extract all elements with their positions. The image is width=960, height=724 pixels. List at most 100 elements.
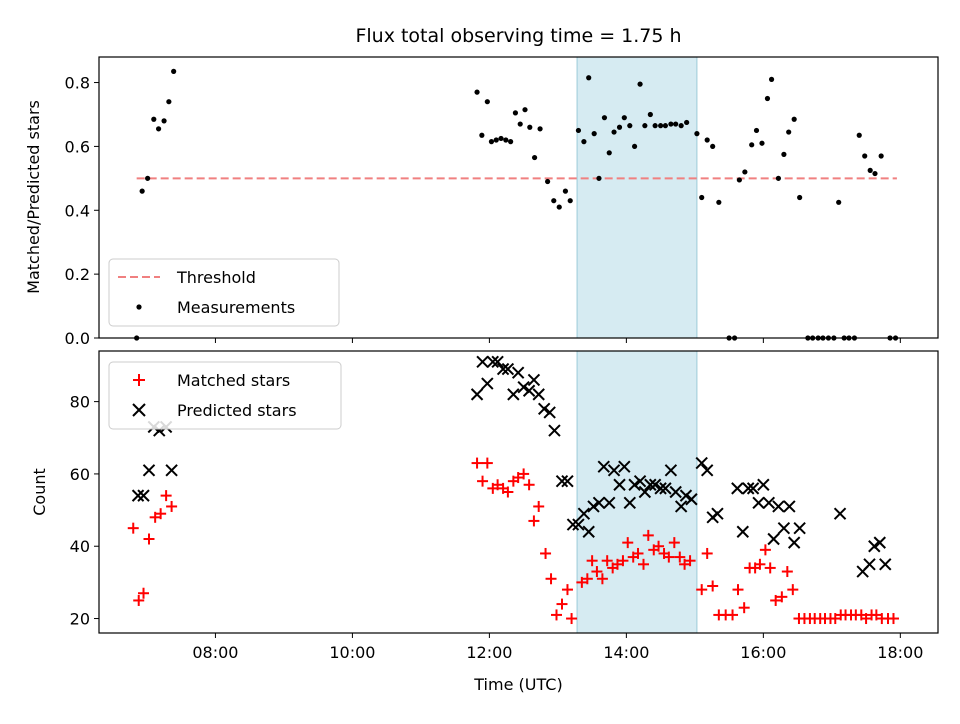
measurement-point: [581, 139, 587, 145]
matched-stars-point: [581, 573, 593, 585]
predicted-stars-point: [863, 558, 876, 571]
measurement-point: [161, 118, 167, 124]
matched-stars-point: [481, 457, 493, 469]
measurement-point: [749, 142, 755, 148]
predicted-stars-point: [742, 482, 755, 495]
predicted-stars-point: [659, 482, 672, 495]
legend-threshold-label: Threshold: [176, 268, 256, 287]
predicted-stars-point: [736, 525, 750, 538]
y-tick-label: 0.0: [65, 329, 90, 348]
matched-stars-point: [770, 594, 782, 606]
measurement-point: [586, 75, 592, 81]
y-tick-label: 80: [70, 393, 90, 412]
matched-stars-point: [637, 558, 649, 570]
predicted-stars-point: [537, 402, 551, 416]
matched-stars-point: [617, 555, 629, 567]
measurement-point: [704, 137, 710, 143]
predicted-stars-point: [527, 373, 541, 387]
predicted-stars-point: [137, 489, 150, 502]
y-tick-label: 40: [70, 537, 90, 556]
predicted-stars-point: [793, 521, 806, 535]
matched-stars-point: [653, 540, 665, 552]
measurement-point: [474, 89, 480, 95]
predicted-stars-point: [711, 507, 724, 520]
measurement-point: [753, 127, 760, 134]
matched-stars-point: [632, 547, 644, 559]
measurement-point: [151, 116, 157, 122]
predicted-stars-point: [572, 518, 585, 531]
matched-stars-point: [591, 566, 603, 578]
measurements-points: [134, 68, 899, 341]
ratio-plot-frame: [98, 56, 939, 339]
matched-stars-point: [754, 558, 766, 570]
predicted-stars-point: [507, 388, 520, 401]
measurement-point: [786, 129, 792, 135]
predicted-stars-point: [491, 355, 504, 369]
predicted-stars-point: [700, 464, 714, 477]
predicted-stars-point: [695, 456, 708, 470]
measurement-point: [759, 140, 765, 146]
measurement-point: [488, 139, 495, 145]
predicted-stars-point: [522, 384, 536, 397]
measurement-point: [627, 123, 633, 129]
predicted-stars-point: [654, 482, 667, 495]
predicted-stars-point: [669, 485, 682, 499]
measurement-point: [498, 135, 504, 142]
measurement-point: [537, 126, 543, 132]
x-axis-label: Time (UTC): [473, 675, 562, 694]
predicted-stars-point: [548, 424, 561, 437]
x-tick-label: 08:00: [192, 643, 238, 662]
count-legend: Matched stars Predicted stars: [108, 361, 342, 430]
matched-stars-point: [556, 598, 568, 610]
matched-stars-point: [528, 515, 540, 527]
predicted-stars-point: [772, 500, 785, 513]
measurement-point: [791, 116, 797, 122]
measurement-point: [836, 199, 842, 205]
predicted-stars-point: [746, 482, 760, 495]
predicted-stars-point: [607, 464, 621, 477]
matched-stars-point: [674, 551, 686, 563]
matched-stars-point: [732, 584, 744, 596]
predicted-stars-point: [511, 366, 525, 379]
matched-stars-point: [502, 486, 514, 498]
predicted-stars-point: [603, 496, 616, 510]
predicted-stars-point: [638, 485, 652, 499]
matched-stars-point: [596, 573, 608, 585]
predicted-stars-point: [644, 478, 657, 491]
measurement-point: [522, 107, 528, 113]
predicted-stars-point: [767, 532, 780, 546]
predicted-stars-point: [577, 507, 591, 520]
x-tick-label: 16:00: [740, 643, 786, 662]
predicted-stars-point: [555, 474, 569, 488]
measurement-point: [642, 123, 648, 129]
matched-stars-point: [127, 522, 139, 534]
y-tick-label: 0.8: [65, 74, 90, 93]
predicted-stars-point: [131, 489, 145, 502]
matched-stars-point: [696, 584, 708, 596]
predicted-stars-point: [628, 478, 641, 491]
measurement-point: [551, 198, 557, 204]
measurement-point: [878, 153, 884, 159]
matched-stars-point: [133, 594, 145, 606]
matched-stars-point: [642, 529, 654, 541]
measurement-point: [742, 169, 748, 175]
predicted-stars-point: [873, 536, 886, 549]
predicted-stars-point: [142, 464, 156, 477]
measurement-point: [872, 170, 878, 177]
predicted-stars-point: [833, 507, 847, 520]
measurement-point: [611, 129, 617, 135]
chart-title: Flux total observing time = 1.75 h: [355, 25, 681, 47]
y-tick-label: 0.2: [65, 265, 90, 284]
measurement-point: [764, 95, 771, 102]
measurement-point: [867, 167, 873, 173]
predicted-stars-point: [787, 536, 801, 549]
measurement-point: [775, 175, 782, 181]
matched-stars-point: [776, 591, 788, 603]
predicted-stars-point: [496, 362, 510, 376]
predicted-stars-point: [633, 474, 647, 488]
ratio-panel: 0.00.20.40.60.8 Matched/Predicted stars …: [24, 56, 939, 348]
measurement-point: [601, 115, 608, 121]
measurement-point: [171, 68, 177, 74]
matched-stars-point: [887, 613, 899, 625]
ratio-y-axis-label: Matched/Predicted stars: [24, 100, 43, 294]
